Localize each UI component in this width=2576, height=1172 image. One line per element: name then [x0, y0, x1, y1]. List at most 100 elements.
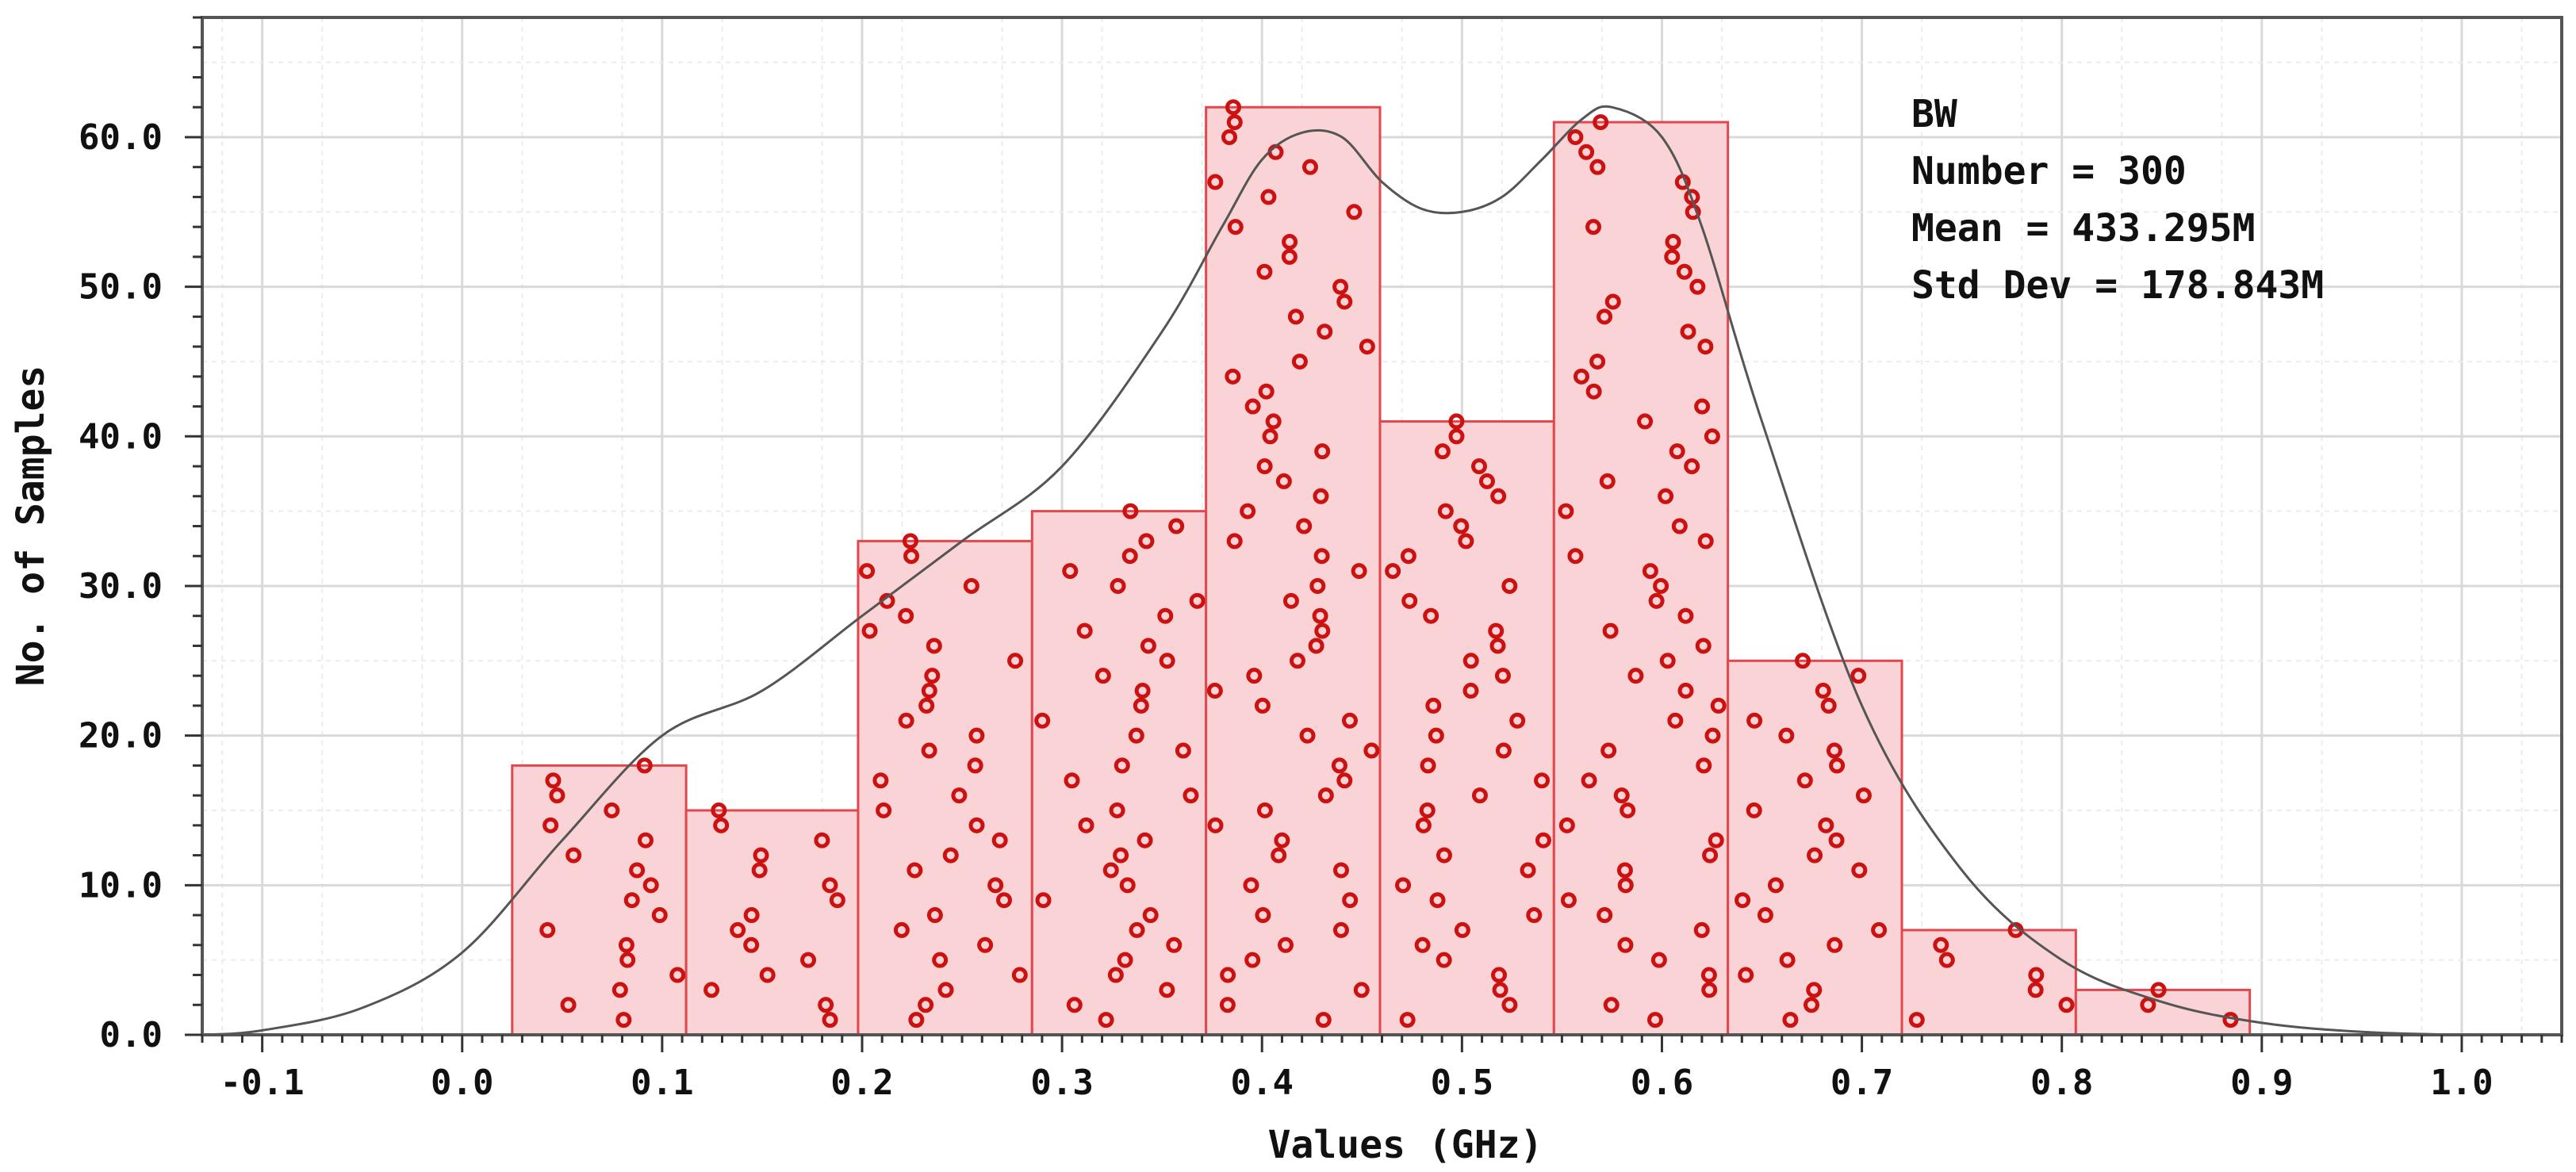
sample-markers — [539, 99, 2239, 1028]
sample-marker — [1134, 683, 1151, 699]
sample-marker — [1296, 518, 1313, 534]
sample-marker — [977, 936, 994, 953]
sample-marker — [1710, 697, 1727, 714]
histogram-bar — [857, 539, 1033, 1036]
histogram-bar — [2074, 988, 2252, 1036]
sample-marker — [651, 907, 668, 924]
y-tick-label: 50.0 — [79, 267, 163, 308]
x-tick-label: 0.5 — [1431, 1063, 1493, 1103]
sample-marker — [898, 607, 914, 624]
x-axis-title: Values (GHz) — [1268, 1123, 1543, 1167]
sample-marker — [1159, 982, 1175, 998]
histogram-bar — [1552, 121, 1730, 1036]
sample-marker — [642, 877, 659, 894]
histogram-bar — [1378, 419, 1555, 1036]
sample-marker — [1346, 204, 1363, 220]
sample-marker — [1109, 802, 1125, 818]
y-tick-label: 40.0 — [79, 416, 163, 457]
sample-marker — [1062, 563, 1079, 580]
x-tick-label: 0.8 — [2030, 1063, 2093, 1103]
sample-marker — [1363, 742, 1380, 759]
sample-marker — [1908, 1012, 1925, 1028]
stats-label: BW — [1911, 92, 1957, 136]
sample-marker — [1616, 862, 1633, 879]
sample-marker — [1313, 548, 1330, 565]
sample-marker — [1119, 877, 1136, 894]
sample-marker — [1807, 847, 1823, 864]
sample-marker — [1490, 488, 1507, 504]
sample-marker — [987, 877, 1004, 894]
sample-marker — [636, 757, 653, 774]
sample-marker — [1665, 234, 1681, 251]
y-tick-label: 60.0 — [79, 117, 163, 158]
density-curve — [201, 105, 2563, 1036]
sample-marker — [1128, 727, 1144, 744]
sample-marker — [1602, 622, 1619, 639]
sample-marker — [1489, 638, 1506, 654]
x-tick-label: 0.6 — [1631, 1063, 1693, 1103]
sample-marker — [1226, 114, 1243, 131]
sample-marker — [818, 997, 834, 1013]
sample-marker — [1704, 428, 1720, 445]
sample-marker — [1256, 802, 1273, 818]
y-tick-label: 30.0 — [79, 566, 163, 607]
sample-marker — [967, 757, 983, 774]
sample-marker — [814, 832, 830, 848]
stats-number: Number = 300 — [1911, 149, 2187, 193]
sample-marker — [1308, 638, 1324, 654]
x-tick-label: 0.9 — [2230, 1063, 2293, 1103]
sample-marker — [1589, 159, 1606, 175]
sample-marker — [1419, 802, 1436, 818]
sample-marker — [759, 967, 776, 983]
sample-marker — [545, 772, 562, 789]
sample-marker — [730, 921, 746, 938]
sample-marker — [1648, 592, 1665, 609]
sample-marker — [1401, 592, 1418, 609]
sample-marker — [1871, 921, 1888, 938]
sample-marker — [968, 817, 985, 833]
sample-marker — [539, 921, 556, 938]
y-tick-labels: 0.0 10.0 20.0 30.0 40.0 50.0 60.0 — [79, 117, 163, 1055]
sample-marker — [1818, 817, 1834, 833]
sample-marker — [1299, 727, 1316, 744]
x-tick-label: 0.3 — [1030, 1063, 1093, 1103]
x-tick-label: 0.0 — [431, 1063, 493, 1103]
histogram-bar — [684, 809, 860, 1036]
sample-marker — [1244, 952, 1261, 968]
sample-marker — [1708, 832, 1724, 848]
sample-marker — [1702, 847, 1719, 864]
sample-marker — [1677, 607, 1694, 624]
sample-marker — [1779, 952, 1796, 968]
sample-marker — [1175, 742, 1191, 759]
sample-marker — [565, 847, 582, 864]
sample-marker — [1855, 787, 1872, 804]
sample-marker — [743, 907, 760, 924]
sample-marker — [1342, 892, 1359, 909]
sample-marker — [926, 907, 943, 924]
sample-marker — [1246, 668, 1263, 684]
sample-marker — [1291, 353, 1308, 370]
sample-marker — [822, 1012, 838, 1028]
sample-marker — [1206, 683, 1223, 699]
x-tick-label: 0.2 — [830, 1063, 893, 1103]
sample-marker — [1428, 727, 1444, 744]
sample-marker — [1933, 936, 1949, 953]
sample-marker — [1669, 443, 1685, 460]
sample-marker — [1351, 563, 1367, 580]
sample-marker — [926, 638, 942, 654]
sample-marker — [861, 622, 878, 639]
sample-marker — [1142, 907, 1159, 924]
sample-marker — [1423, 607, 1439, 624]
sample-marker — [1520, 862, 1536, 879]
sample-marker — [1133, 697, 1149, 714]
sample-marker — [2140, 997, 2156, 1013]
sample-marker — [951, 787, 968, 804]
sample-marker — [1265, 413, 1282, 430]
histogram-bar — [511, 764, 688, 1036]
sample-marker — [907, 862, 923, 879]
sample-marker — [1274, 832, 1290, 848]
sample-marker — [1225, 99, 1241, 116]
histogram-bar — [1900, 929, 2077, 1036]
sample-marker — [1827, 936, 1843, 953]
sample-marker — [1336, 293, 1353, 310]
